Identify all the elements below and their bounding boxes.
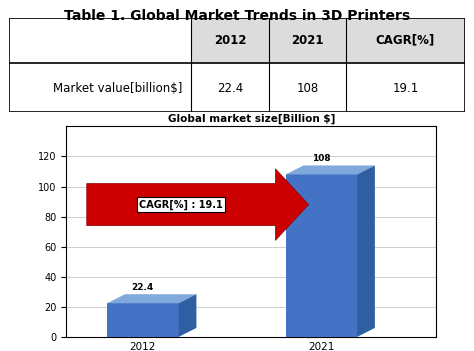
Title: Global market size[Billion $]: Global market size[Billion $] xyxy=(167,114,335,125)
Polygon shape xyxy=(286,165,375,174)
Bar xyxy=(191,18,269,63)
Text: CAGR[%]: CAGR[%] xyxy=(376,34,435,47)
Text: 19.1: 19.1 xyxy=(392,82,419,95)
Text: Market value[billion$]: Market value[billion$] xyxy=(53,82,182,95)
Text: 2012: 2012 xyxy=(214,34,246,47)
Text: 108: 108 xyxy=(296,82,319,95)
Bar xyxy=(286,174,357,337)
Text: 22.4: 22.4 xyxy=(217,82,243,95)
Text: Table 1. Global Market Trends in 3D Printers: Table 1. Global Market Trends in 3D Prin… xyxy=(64,9,410,23)
Polygon shape xyxy=(357,165,375,337)
Bar xyxy=(269,18,346,63)
Polygon shape xyxy=(107,294,196,303)
Text: 2021: 2021 xyxy=(292,34,324,47)
Bar xyxy=(346,18,465,63)
Polygon shape xyxy=(179,294,196,337)
Text: 108: 108 xyxy=(312,154,331,163)
Bar xyxy=(107,303,179,337)
Text: 22.4: 22.4 xyxy=(132,283,154,292)
Text: CAGR[%] : 19.1: CAGR[%] : 19.1 xyxy=(139,199,223,210)
Polygon shape xyxy=(87,169,309,240)
